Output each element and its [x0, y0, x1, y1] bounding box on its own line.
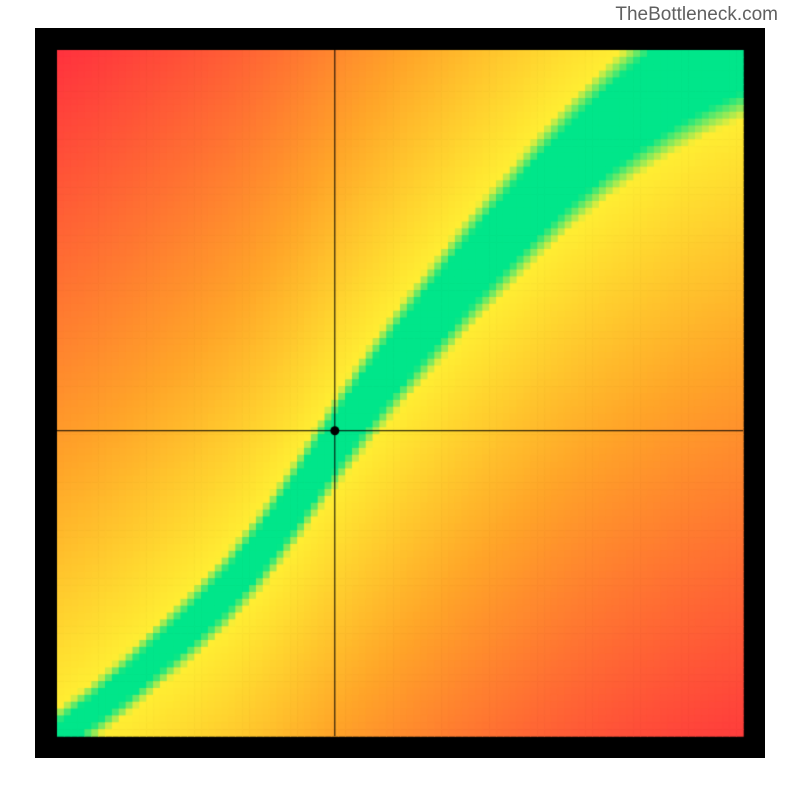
- chart-container: TheBottleneck.com: [0, 0, 800, 800]
- bottleneck-heatmap: [35, 28, 765, 758]
- watermark-text: TheBottleneck.com: [615, 4, 778, 26]
